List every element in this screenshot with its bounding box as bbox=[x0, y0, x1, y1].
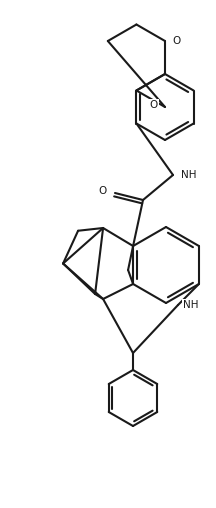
Text: O: O bbox=[99, 186, 107, 196]
Text: O: O bbox=[172, 36, 180, 46]
Text: NH: NH bbox=[183, 300, 199, 310]
Text: NH: NH bbox=[181, 170, 197, 180]
Text: O: O bbox=[150, 100, 158, 110]
